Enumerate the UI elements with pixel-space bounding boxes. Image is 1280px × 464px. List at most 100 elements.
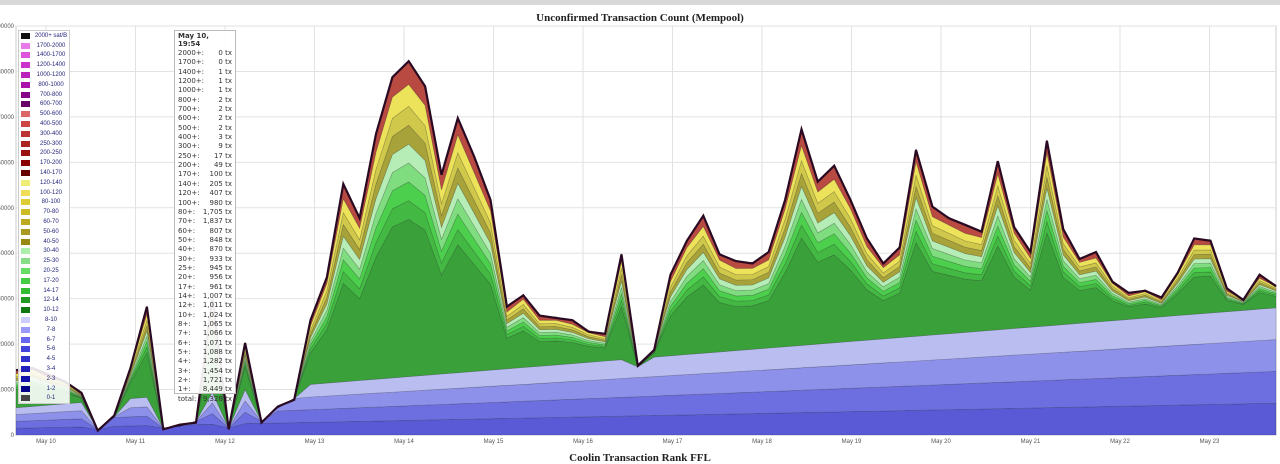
legend-label: 17-20 [43, 277, 59, 284]
tooltip-value: 807 tx [209, 226, 232, 235]
legend-item: 700-800 [19, 90, 69, 100]
tooltip-key: 800+: [178, 95, 200, 104]
tooltip-value: 956 tx [209, 273, 232, 282]
legend-swatch [21, 277, 30, 284]
x-tick-label: May 10 [36, 439, 56, 445]
legend-label: 1000-1200 [36, 72, 66, 79]
legend-item: 3-4 [19, 364, 69, 374]
tooltip-value: 1 tx [218, 67, 232, 76]
legend-item: 1400-1700 [19, 51, 69, 61]
legend-label: 60-70 [43, 219, 59, 226]
legend-label: 70-80 [43, 209, 59, 216]
tooltip-row: 14+: 1,007 tx [175, 292, 235, 301]
tooltip-row: 300+: 9 tx [175, 142, 235, 151]
tooltip-row: 7+: 1,066 tx [175, 329, 235, 338]
tooltip-value: 1,454 tx [202, 366, 232, 375]
legend-label: 2-3 [46, 375, 56, 382]
legend-item: 0-1 [19, 393, 69, 403]
tooltip-row: 700+: 2 tx [175, 105, 235, 114]
tooltip-key: 3+: [178, 366, 191, 375]
y-tick-label: 60000 [0, 160, 15, 166]
top-bar [0, 0, 1280, 5]
tooltip-value: 1 tx [218, 86, 232, 95]
y-tick-label: 10000 [0, 388, 15, 394]
legend-swatch [21, 238, 30, 245]
legend-item: 14-17 [19, 286, 69, 296]
legend-item: 400-500 [19, 119, 69, 129]
tooltip-row: 120+: 407 tx [175, 189, 235, 198]
legend-label: 600-700 [39, 101, 63, 108]
legend-swatch [21, 268, 30, 275]
tooltip-row: 40+: 870 tx [175, 245, 235, 254]
legend-swatch [21, 32, 30, 39]
tooltip-key: 20+: [178, 273, 196, 282]
tooltip-value: 1,011 tx [202, 301, 232, 310]
tooltip-key: 8+: [178, 319, 191, 328]
tooltip-key: 14+: [178, 291, 196, 300]
tooltip-key: 60+: [178, 226, 196, 235]
tooltip-value: 2 tx [218, 114, 232, 123]
tooltip-value: 1,721 tx [202, 376, 232, 385]
footer-title: Coolin Transaction Rank FFL [569, 452, 711, 464]
tooltip-row: 30+: 933 tx [175, 255, 235, 264]
tooltip-key: 400+: [178, 133, 200, 142]
tooltip-value: 1,088 tx [202, 348, 232, 356]
tooltip-key: 140+: [178, 179, 200, 188]
legend-label: 14-17 [43, 287, 59, 294]
tooltip-row: 6+: 1,071 tx [175, 339, 235, 348]
legend-item: 50-60 [19, 227, 69, 237]
tooltip-value: 0 tx [218, 49, 232, 57]
tooltip-key: 5+: [178, 348, 191, 356]
tooltip-value: 0 tx [218, 58, 232, 67]
tooltip-key: 700+: [178, 105, 200, 114]
tooltip-key: 120+: [178, 189, 200, 198]
tooltip-value: 407 tx [209, 189, 232, 198]
tooltip-key: 80+: [178, 207, 196, 216]
y-tick-label: 0 [11, 433, 15, 439]
legend-item: 1000-1200 [19, 70, 69, 80]
tooltip-value: 1,837 tx [202, 217, 232, 226]
tooltip-key: 1400+: [178, 67, 205, 76]
legend-swatch [21, 150, 30, 157]
legend-item: 2-3 [19, 374, 69, 384]
tooltip-row: 25+: 945 tx [175, 264, 235, 273]
legend-swatch [21, 228, 30, 235]
x-tick-label: May 16 [573, 439, 593, 445]
y-tick-label: 50000 [0, 206, 15, 212]
tooltip-key: 25+: [178, 263, 196, 272]
tooltip-row: 12+: 1,011 tx [175, 301, 235, 310]
tooltip-value: 848 tx [209, 235, 232, 244]
legend-swatch [21, 297, 30, 304]
x-tick-label: May 15 [484, 439, 504, 445]
tooltip-value: 870 tx [209, 245, 232, 254]
tooltip-key: 50+: [178, 235, 196, 244]
legend-item: 600-700 [19, 100, 69, 110]
x-tick-label: May 17 [663, 439, 683, 445]
legend-swatch [21, 140, 30, 147]
legend-item: 20-25 [19, 266, 69, 276]
legend-swatch [21, 395, 30, 402]
y-tick-label: 70000 [0, 115, 15, 121]
legend-label: 120-140 [39, 179, 63, 186]
tooltip-row: 4+: 1,282 tx [175, 357, 235, 366]
tooltip-row: 1400+: 1 tx [175, 68, 235, 77]
tooltip-key: 6+: [178, 338, 191, 347]
legend-swatch [21, 219, 30, 226]
legend-swatch [21, 121, 30, 128]
tooltip-row: 2000+: 0 tx [175, 49, 235, 58]
x-tick-label: May 23 [1200, 439, 1220, 445]
tooltip-row: 400+: 3 tx [175, 133, 235, 142]
legend-swatch [21, 346, 30, 353]
tooltip-key: 1+: [178, 385, 191, 394]
tooltip-key: 300+: [178, 142, 200, 151]
legend-label: 1400-1700 [36, 52, 66, 59]
tooltip-row: 8+: 1,065 tx [175, 320, 235, 329]
x-tick-label: May 14 [394, 439, 414, 445]
tooltip-row: 60+: 807 tx [175, 227, 235, 236]
tooltip-row: 3+: 1,454 tx [175, 367, 235, 376]
tooltip-value: 49 tx [213, 161, 232, 170]
tooltip-key: 100+: [178, 198, 200, 207]
fee-band [15, 61, 1277, 430]
y-tick-label: 30000 [0, 297, 15, 303]
x-tick-label: May 22 [1110, 439, 1130, 445]
